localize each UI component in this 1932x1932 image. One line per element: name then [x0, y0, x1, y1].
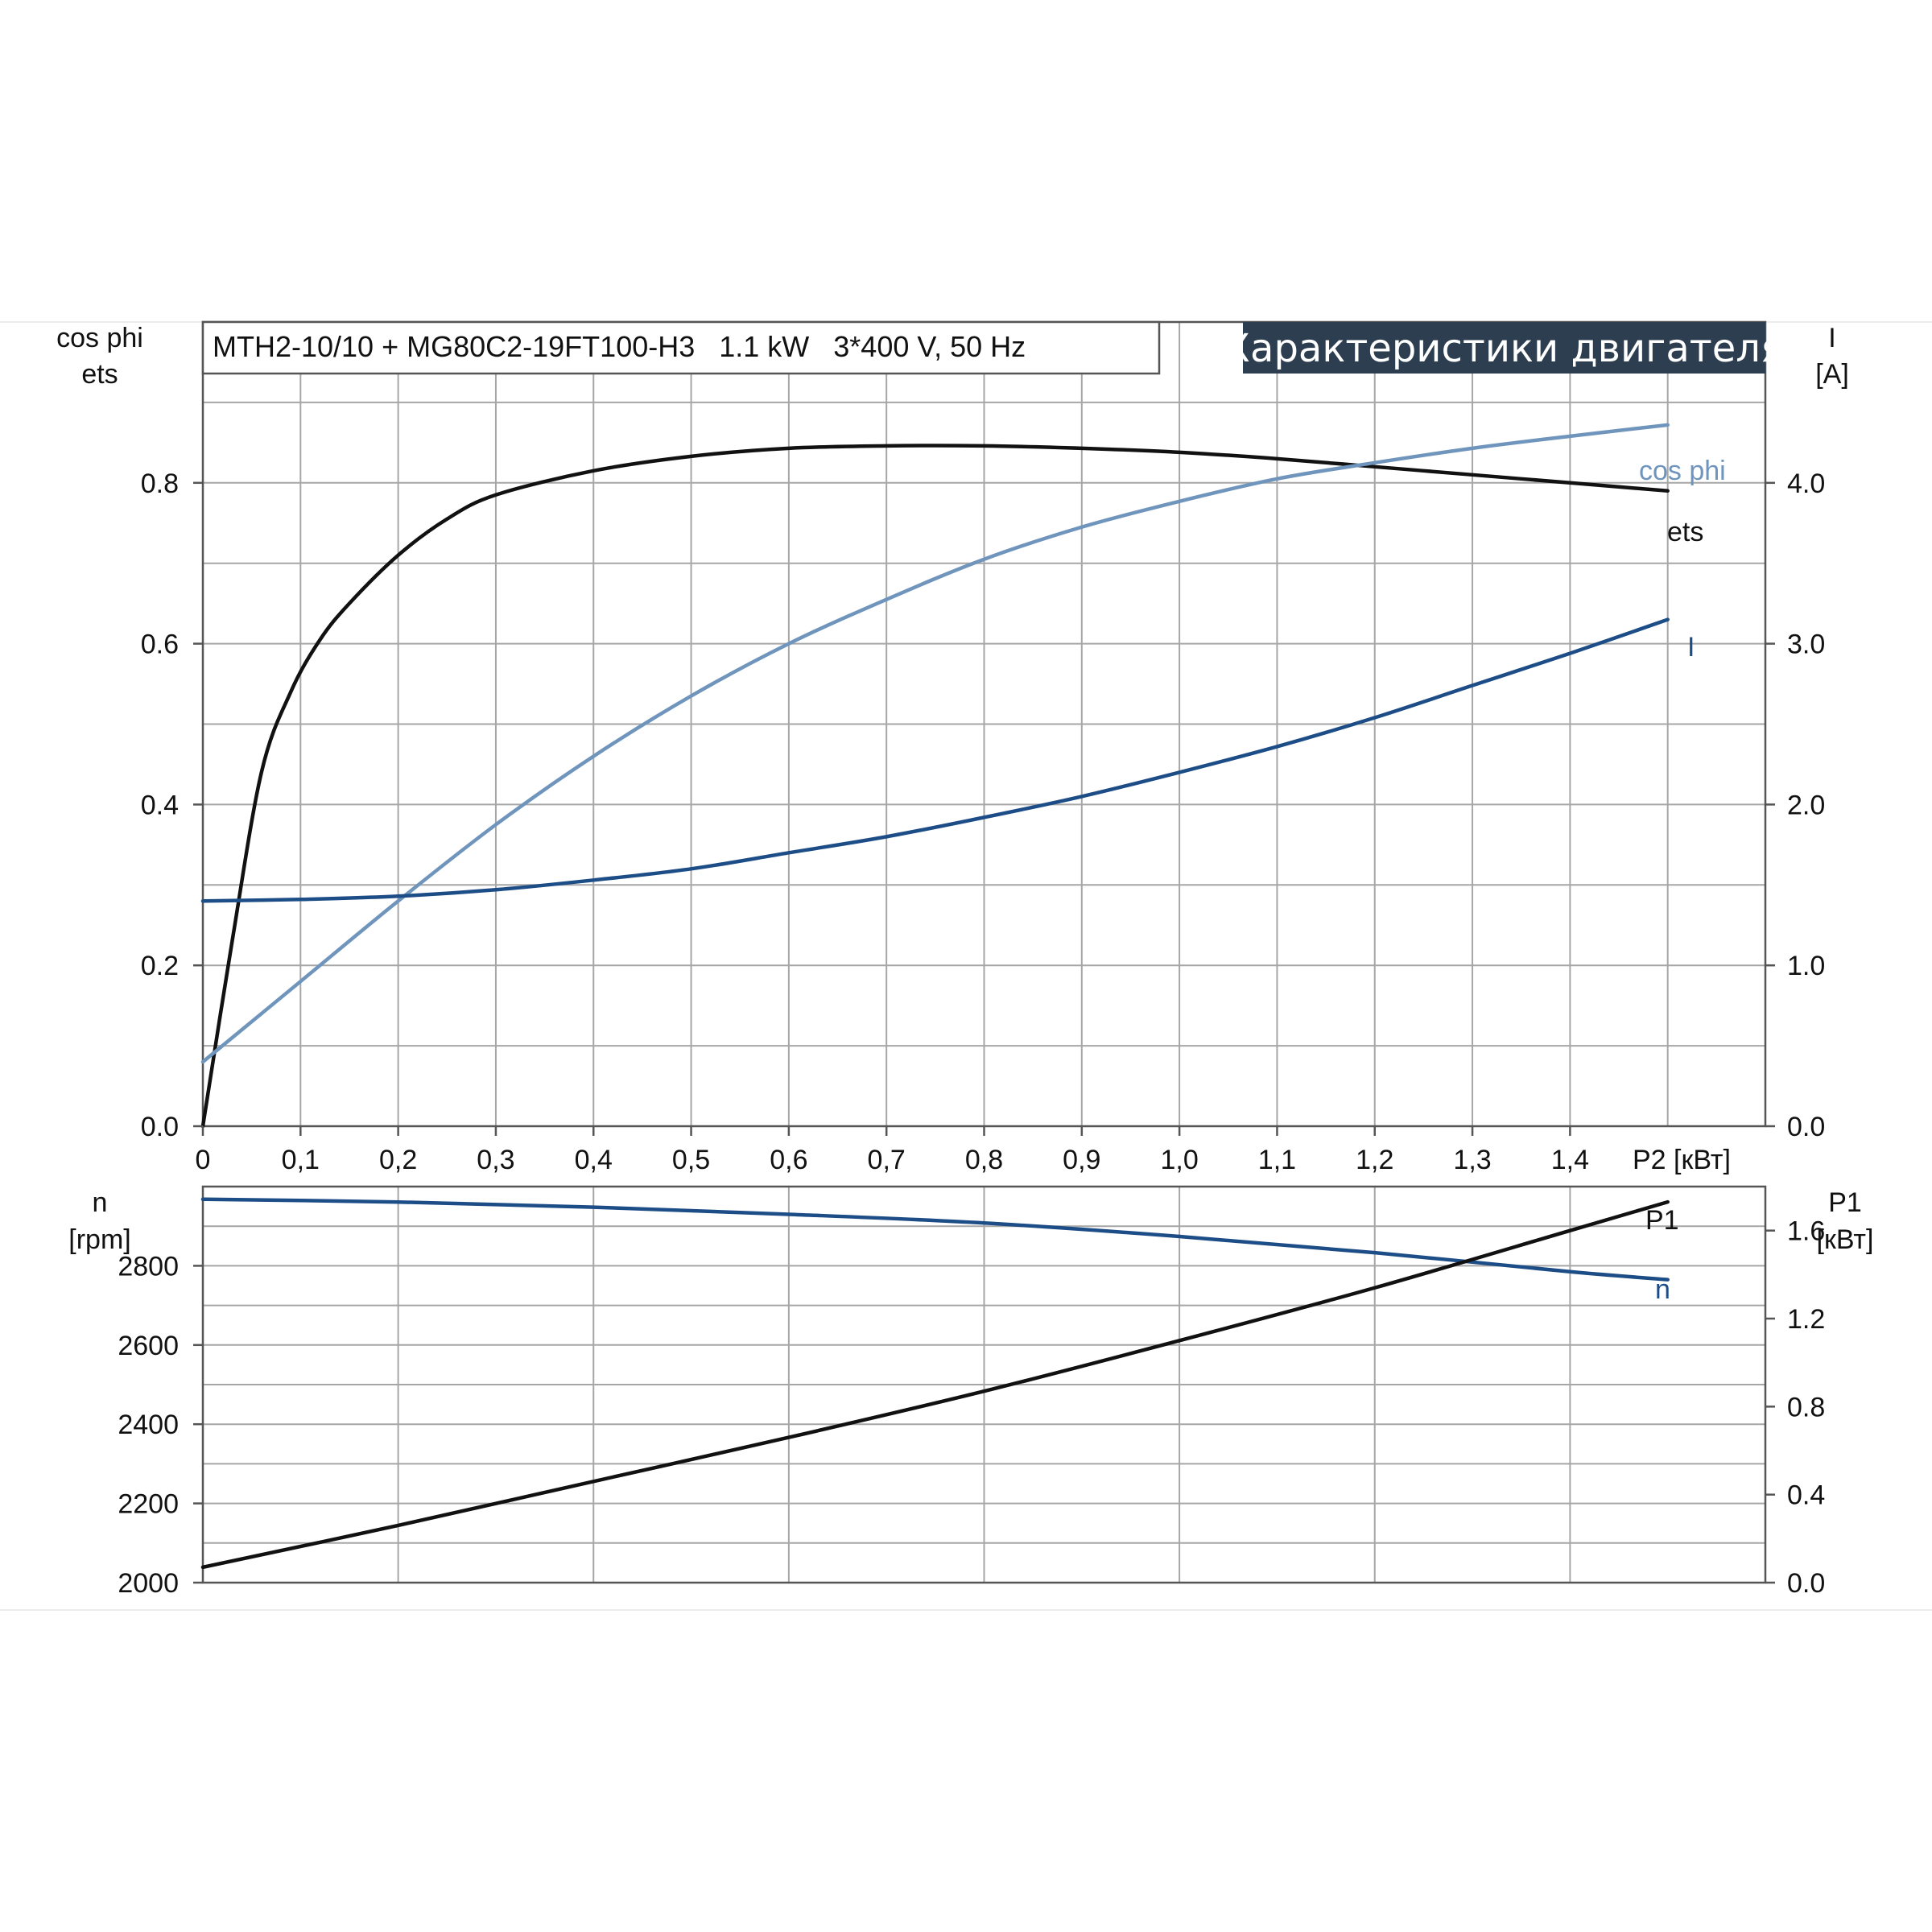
title-badge — [1243, 322, 1765, 374]
right-tick-label: 4.0 — [1787, 469, 1825, 499]
right-tick-label: 1.6 — [1787, 1216, 1825, 1247]
bottom-plot-frame — [201, 1185, 1767, 1584]
top-right-axis-title-2: [A] — [1815, 359, 1849, 390]
title-badge-text: Характеристики двигателя — [1224, 326, 1784, 371]
right-tick-label: 1.0 — [1787, 951, 1825, 981]
model-box — [201, 320, 1161, 375]
x-tick-label: 0,9 — [1063, 1145, 1100, 1175]
right-tick-label: 2.0 — [1787, 790, 1825, 820]
left-tick-label: 2400 — [118, 1410, 179, 1440]
right-tick-label: 3.0 — [1787, 630, 1825, 660]
x-tick-label: 0,8 — [965, 1145, 1003, 1175]
left-tick-label: 0.0 — [141, 1112, 179, 1142]
top-left-axis-title-1: cos phi — [56, 323, 143, 353]
bottom-left-axis-title-1: n — [93, 1187, 108, 1218]
x-tick-label: 0,4 — [575, 1145, 613, 1175]
series-line-cos-phi — [200, 423, 1670, 1064]
right-tick-label: 0.0 — [1787, 1568, 1825, 1599]
x-tick-label: 0,1 — [282, 1145, 320, 1175]
left-tick-label: 2800 — [118, 1251, 179, 1282]
left-tick-label: 2600 — [118, 1331, 179, 1361]
series-line-ets — [200, 444, 1670, 1129]
x-axis-title: P2 [кВт] — [1633, 1145, 1731, 1175]
series-line-p1 — [200, 1199, 1670, 1570]
top-plot-series — [200, 423, 1670, 1129]
right-tick-label: 1.2 — [1787, 1304, 1825, 1335]
series-label-i: I — [1687, 632, 1695, 663]
bottom-plot-tick-labels: 2000 2200 2400 2600 2800 0.0 0.4 0.8 1.2 1.6 — [118, 1216, 1825, 1599]
model-title: MTH2-10/10 + MG80C2-19FT100-H3 1.1 kW 3*… — [213, 330, 1026, 363]
right-tick-label: 0.0 — [1787, 1112, 1825, 1142]
x-tick-label: 1,0 — [1160, 1145, 1198, 1175]
left-tick-label: 0.8 — [141, 469, 179, 499]
series-label-ets: ets — [1667, 517, 1703, 547]
left-tick-label: 0.2 — [141, 951, 179, 981]
top-plot-grid — [203, 322, 1765, 1126]
left-tick-label: 2000 — [118, 1568, 179, 1599]
bottom-plot-series — [200, 1197, 1670, 1570]
x-tick-label: 0,6 — [770, 1145, 807, 1175]
series-label-cos-phi: cos phi — [1639, 456, 1726, 486]
x-tick-label: 0,2 — [379, 1145, 417, 1175]
top-left-axis-title-2: ets — [81, 359, 118, 390]
x-tick-label: 0 — [196, 1145, 211, 1175]
series-label-p1: P1 — [1645, 1205, 1679, 1236]
top-right-axis-title-1: I — [1828, 323, 1835, 353]
x-tick-label: 1,3 — [1453, 1145, 1491, 1175]
x-tick-label: 1,1 — [1258, 1145, 1296, 1175]
left-tick-label: 0.4 — [141, 790, 179, 820]
series-line-i — [200, 617, 1670, 903]
bottom-plot-grid — [203, 1187, 1765, 1583]
left-tick-label: 2200 — [118, 1489, 179, 1520]
x-tick-label: 1,4 — [1551, 1145, 1589, 1175]
right-tick-label: 0.8 — [1787, 1392, 1825, 1422]
x-tick-label: 1,2 — [1356, 1145, 1393, 1175]
bottom-right-axis-title-1: P1 — [1828, 1187, 1862, 1218]
bottom-right-axis-title-2: [кВт] — [1817, 1224, 1874, 1255]
top-plot-tick-labels: 0.0 0.2 0.4 0.6 0.8 0.0 1.0 2.0 3.0 4.0 0 0,1 0,2 0,3… — [141, 469, 1826, 1175]
x-tick-label: 0,3 — [477, 1145, 514, 1175]
series-line-n — [200, 1197, 1670, 1282]
left-tick-label: 0.6 — [141, 630, 179, 660]
x-tick-label: 0,5 — [672, 1145, 710, 1175]
series-label-n: n — [1655, 1274, 1670, 1305]
bottom-left-axis-title-2: [rpm] — [68, 1224, 130, 1255]
right-tick-label: 0.4 — [1787, 1480, 1825, 1511]
x-tick-label: 0,7 — [868, 1145, 906, 1175]
